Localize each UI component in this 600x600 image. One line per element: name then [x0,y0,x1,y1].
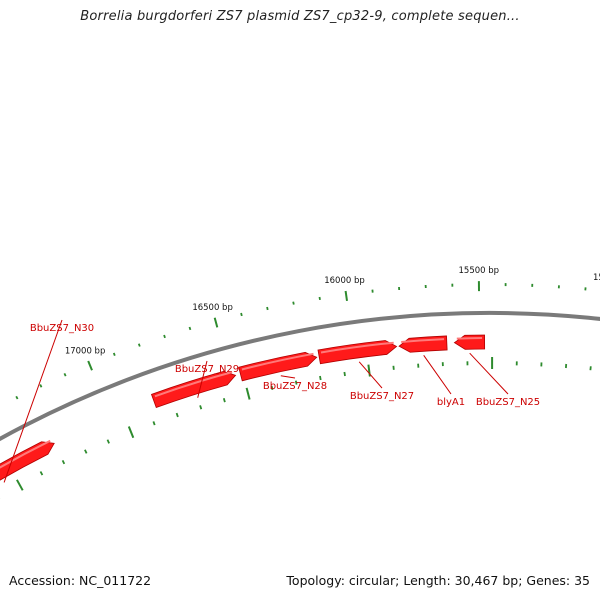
gene-arrow-bbuzs7-n27[interactable] [317,340,398,365]
minor-tick [266,306,269,311]
gene-labels: BbuZS7_N30 BbuZS7_N29 BbuZS7_N28 BbuZS7_N27… [3,319,540,483]
ruler-ticks [0,281,592,499]
gene-label[interactable]: BbuZS7_N25 [476,397,540,408]
gene-label-connector [423,355,452,395]
inner-tick [175,412,179,418]
minor-tick [163,334,166,339]
minor-tick [240,312,243,317]
gene-label-connector [358,361,383,389]
inner-tick [152,421,156,426]
map-title: Borrelia burgdorferi ZS7 plasmid ZS7_cp3… [80,9,520,24]
ruler-label: 16000 bp [324,276,365,286]
gene-highlight [320,341,394,354]
ruler-label: 15500 bp [459,266,500,276]
minor-tick [292,301,295,305]
minor-tick [15,395,19,400]
minor-tick [318,296,321,301]
gene-label[interactable]: BbuZS7_N28 [263,381,327,392]
minor-tick [63,373,67,377]
gene-arrow-bbuzs7-n30[interactable] [0,441,55,512]
accession-text: Accession: NC_011722 [9,573,152,588]
minor-tick [39,384,43,388]
gene-arrow-bbuzs7-n29[interactable] [150,370,237,409]
inner-tick [127,426,135,439]
inner-tick [343,371,346,377]
ruler-label: 16500 bp [192,303,233,313]
inner-tick [16,479,24,491]
inner-tick [222,398,226,403]
gene-highlight [241,352,314,371]
plasmid-backbone [0,310,600,442]
major-tick [344,290,348,302]
gene-highlight [0,439,51,469]
minor-tick [137,343,141,347]
inner-tick [319,375,322,381]
gene-label[interactable]: blyA1 [437,397,465,408]
gene-label[interactable]: BbuZS7_N27 [350,391,414,402]
inner-tick [39,471,44,476]
inner-tick [84,449,88,454]
inner-tick [106,439,110,444]
summary-text: Topology: circular; Length: 30,467 bp; G… [286,573,590,588]
ruler-labels: 17000 bp 16500 bp 16000 bp 15500 bp 15000 bp [65,266,600,357]
gene-label-connector [197,360,208,398]
minor-tick [188,326,192,331]
gene-label[interactable]: BbuZS7_N30 [30,323,94,334]
gene-highlight [154,371,233,398]
gene-arrow-bbuzs7-n28[interactable] [238,351,318,382]
gene-label-connector [3,319,63,483]
gene-label-connector [469,352,509,395]
ruler-label: 17000 bp [65,347,106,357]
gene-highlight [401,338,445,343]
gene-label[interactable]: BbuZS7_N29 [175,364,239,375]
major-tick [213,317,219,328]
gene-arrows [0,334,486,512]
ruler-label: 15000 bp [593,273,600,283]
inner-tick [245,387,251,400]
major-tick [87,360,93,371]
gene-highlight [456,337,483,340]
inner-tick [199,405,203,410]
inner-tick [294,380,298,385]
inner-tick [367,364,371,377]
inner-tick [270,385,274,391]
gene-label-connector [280,375,296,379]
inner-tick [61,460,66,465]
minor-tick [112,352,116,357]
